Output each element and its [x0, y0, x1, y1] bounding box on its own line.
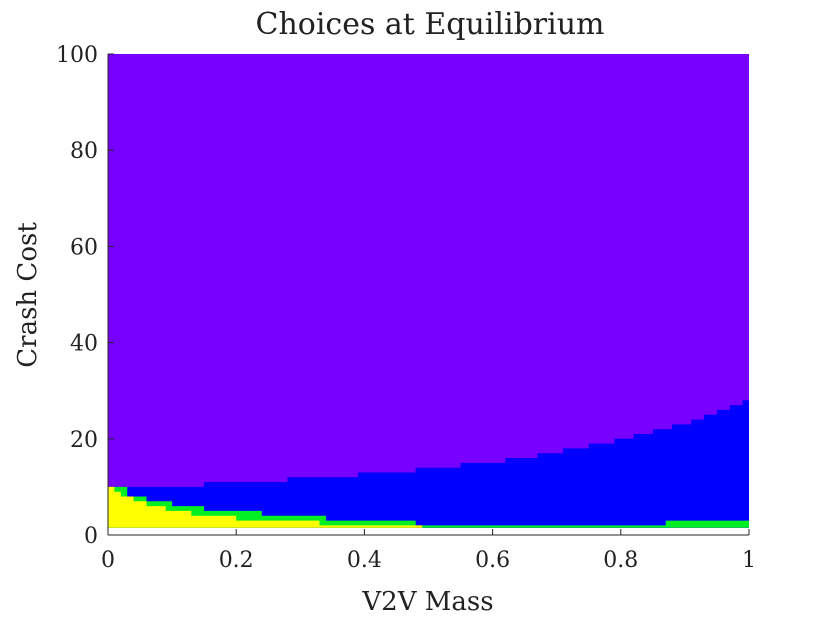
chart-title: Choices at Equilibrium [255, 7, 604, 42]
plot-area [107, 54, 749, 536]
x-tick-label: 0.4 [347, 548, 382, 573]
x-tick-label: 1 [742, 548, 756, 573]
region-yellow [108, 486, 749, 528]
y-tick-label: 20 [70, 428, 98, 453]
y-axis-label: Crash Cost [13, 222, 43, 368]
x-tick-label: 0.2 [219, 548, 254, 573]
y-tick-label: 0 [84, 524, 98, 549]
region-green [108, 486, 749, 528]
x-tick-label: 0.8 [603, 548, 638, 573]
y-tick-label: 100 [56, 43, 98, 68]
y-tick-label: 80 [70, 139, 98, 164]
x-tick-labels: 0 0.2 0.4 0.6 0.8 1 [101, 529, 756, 573]
y-tick-labels: 0 20 40 60 80 100 [56, 43, 114, 549]
y-tick-label: 60 [70, 235, 98, 260]
x-tick-label: 0.6 [475, 548, 510, 573]
x-axis-label: V2V Mass [361, 587, 493, 617]
y-tick-label: 40 [70, 332, 98, 357]
x-tick-label: 0 [101, 548, 115, 573]
region-blue [108, 400, 749, 528]
